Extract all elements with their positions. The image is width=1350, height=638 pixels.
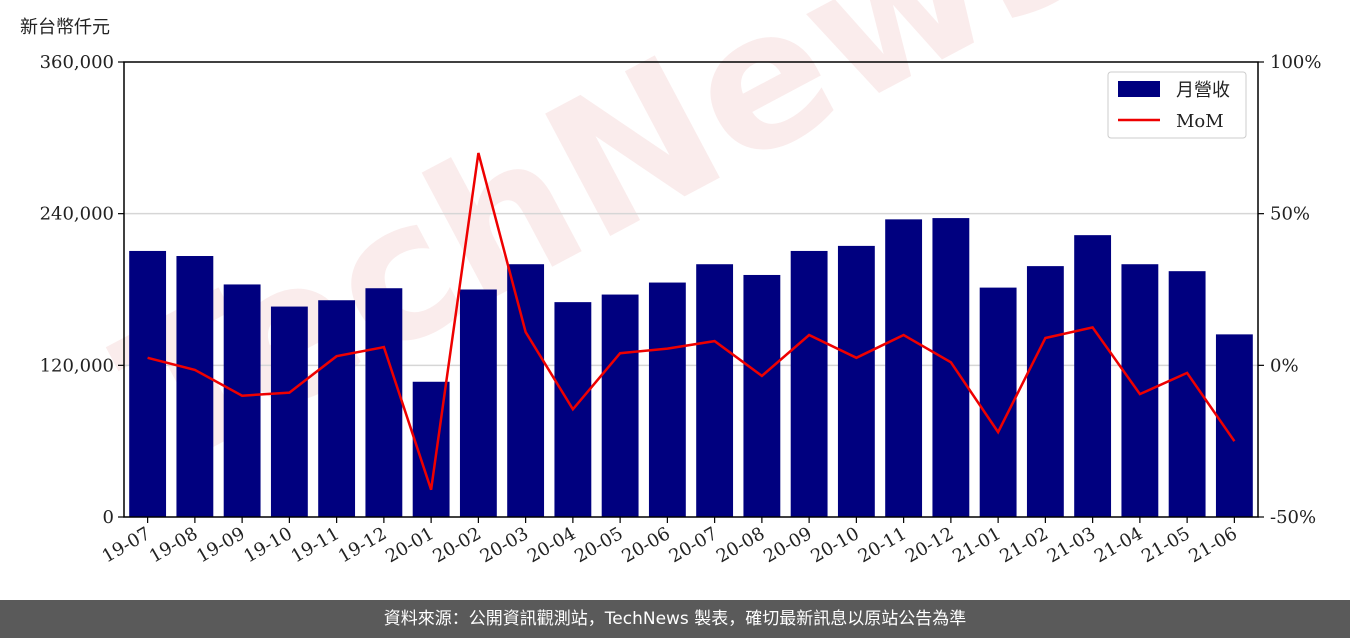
bar-19-11 [318,300,356,517]
left-tick-label: 120,000 [40,355,114,376]
x-tick-label: 20-02 [429,523,484,567]
x-tick-label: 19-08 [146,523,201,567]
x-tick-label: 20-03 [477,523,532,567]
x-tick-label: 19-11 [288,523,343,567]
right-tick-label: 0% [1270,355,1299,376]
left-axis: 0 120,000 240,000 360,000 [40,52,124,528]
x-tick-label: 20-10 [807,523,862,567]
gridlines [124,212,1258,367]
plot-frame [123,61,1259,518]
x-tick-label: 20-11 [855,523,910,567]
right-tick-label: -50% [1270,507,1316,528]
x-tick-label: 20-05 [571,523,626,567]
x-tick-label: 20-12 [902,523,957,567]
bar-20-08 [743,274,781,517]
x-tick-label: 20-04 [524,523,579,567]
right-axis: -50% 0% 50% 100% [1258,52,1321,528]
x-tick-label: 21-05 [1138,523,1193,567]
x-tick-label: 21-02 [996,523,1051,567]
legend-label-revenue: 月營收 [1176,80,1230,101]
x-tick-label: 21-01 [949,523,1004,567]
legend-label-mom: MoM [1176,111,1224,132]
bar-20-09 [790,250,828,517]
left-tick-label: 360,000 [40,52,114,73]
bar-19-10 [270,306,308,517]
x-tick-label: 20-01 [382,523,437,567]
footer-source-note: 資料來源：公開資訊觀測站，TechNews 製表，確切最新訊息以原站公告為準 [0,600,1350,638]
left-tick-label: 0 [103,507,114,528]
bar-19-12 [365,288,403,517]
bar-20-12 [932,218,970,517]
x-tick-label: 20-07 [666,523,721,567]
bar-19-09 [223,284,261,517]
x-tick-label: 20-06 [618,523,673,567]
x-tick-label: 19-12 [335,523,390,567]
x-tick-label: 19-09 [193,523,248,567]
right-tick-label: 100% [1270,52,1321,73]
bar-20-02 [459,289,497,517]
x-tick-label: 20-08 [713,523,768,567]
y-axis-unit-label: 新台幣仟元 [20,17,110,38]
bar-21-05 [1168,271,1206,517]
bar-20-06 [648,282,686,517]
x-tick-label: 20-09 [760,523,815,567]
legend-bar-swatch [1118,81,1160,97]
bar-20-03 [507,264,545,517]
bar-21-03 [1074,235,1112,517]
x-tick-label: 21-06 [1185,523,1240,567]
x-tick-label: 19-10 [240,523,295,567]
bar-21-02 [1026,266,1064,517]
left-tick-label: 240,000 [40,204,114,225]
x-tick-label: 21-03 [1044,523,1099,567]
bar-20-10 [837,245,875,518]
bar-20-07 [696,264,734,517]
right-tick-label: 50% [1270,204,1310,225]
bar-21-04 [1121,264,1159,517]
bar-20-11 [885,219,923,517]
bar-19-07 [129,250,167,517]
bar-21-01 [979,287,1017,517]
bar-21-06 [1215,334,1253,517]
x-tick-label: 19-07 [99,523,154,567]
mom-line [147,152,1236,491]
bar-series [129,218,1253,518]
x-tick-label: 21-04 [1091,523,1146,567]
legend: 月營收 MoM [1107,71,1247,139]
bar-19-08 [176,256,214,517]
x-axis: 19-0719-0819-0919-1019-1119-1220-0120-02… [99,517,1241,567]
bar-20-05 [601,294,639,517]
